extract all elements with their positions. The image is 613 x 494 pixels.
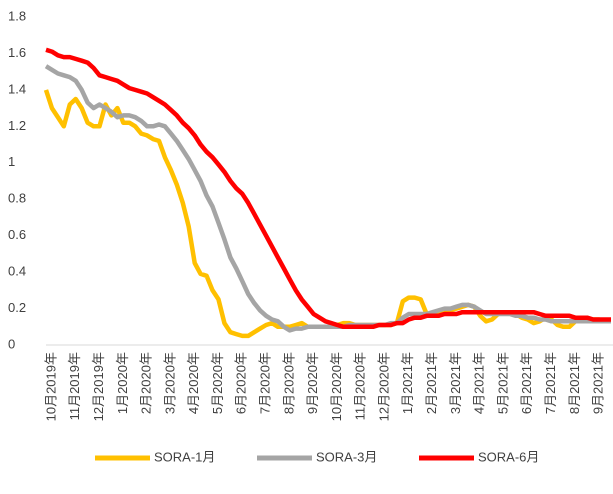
y-tick-label: 1.8 bbox=[8, 8, 26, 23]
x-tick-label: 4月2020年 bbox=[186, 352, 201, 414]
x-tick-label: 12月2020年 bbox=[376, 352, 391, 421]
x-tick-label: 11月2020年 bbox=[353, 352, 368, 420]
x-tick-label: 10月2019年 bbox=[43, 352, 58, 421]
x-tick-label: 5月2021年 bbox=[495, 352, 510, 414]
x-tick-label: 2月2021年 bbox=[424, 352, 439, 414]
x-tick-label: 6月2021年 bbox=[519, 352, 534, 414]
y-tick-label: 0.2 bbox=[8, 300, 26, 315]
y-tick-label: 1 bbox=[8, 154, 15, 169]
x-tick-label: 12月2019年 bbox=[91, 352, 106, 421]
series-line bbox=[44, 64, 611, 333]
y-tick-label: 0.8 bbox=[8, 191, 26, 206]
x-tick-label: 11月2019年 bbox=[67, 352, 82, 420]
x-tick-label: 2月2020年 bbox=[139, 352, 154, 414]
x-tick-label: 5月2020年 bbox=[210, 352, 225, 414]
x-tick-label: 10月2020年 bbox=[329, 352, 344, 421]
legend-label: SORA-6月 bbox=[478, 449, 539, 464]
series-line bbox=[45, 47, 611, 330]
y-tick-label: 0.4 bbox=[8, 264, 26, 279]
y-tick-label: 1.4 bbox=[8, 81, 26, 96]
x-tick-label: 1月2021年 bbox=[400, 352, 415, 414]
y-tick-label: 1.6 bbox=[8, 45, 26, 60]
x-tick-label: 8月2021年 bbox=[567, 352, 582, 414]
series-line bbox=[43, 89, 611, 339]
x-tick-label: 6月2020年 bbox=[234, 352, 249, 414]
y-tick-label: 1.2 bbox=[8, 118, 26, 133]
y-tick-label: 0 bbox=[8, 336, 15, 351]
legend-label: SORA-1月 bbox=[154, 449, 215, 464]
x-tick-label: 7月2020年 bbox=[257, 352, 272, 414]
legend-label: SORA-3月 bbox=[316, 449, 377, 464]
x-tick-label: 8月2020年 bbox=[281, 352, 296, 414]
x-tick-label: 1月2020年 bbox=[115, 352, 130, 414]
x-tick-label: 9月2021年 bbox=[591, 352, 606, 414]
x-tick-label: 7月2021年 bbox=[543, 352, 558, 414]
x-tick-label: 3月2020年 bbox=[162, 352, 177, 414]
x-tick-label: 4月2021年 bbox=[472, 352, 487, 414]
x-tick-label: 3月2021年 bbox=[448, 352, 463, 414]
x-tick-label: 9月2020年 bbox=[305, 352, 320, 414]
y-tick-label: 0.6 bbox=[8, 227, 26, 242]
